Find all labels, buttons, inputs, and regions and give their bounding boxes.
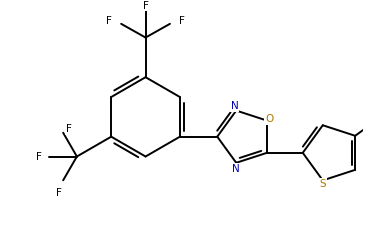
Text: F: F: [36, 151, 42, 162]
Text: F: F: [179, 16, 185, 26]
Text: F: F: [66, 124, 72, 134]
Text: F: F: [142, 0, 148, 11]
Text: S: S: [320, 179, 326, 189]
Text: F: F: [106, 16, 112, 26]
Text: F: F: [56, 188, 62, 198]
Text: N: N: [231, 101, 238, 111]
Text: O: O: [265, 114, 273, 124]
Text: N: N: [232, 164, 240, 174]
